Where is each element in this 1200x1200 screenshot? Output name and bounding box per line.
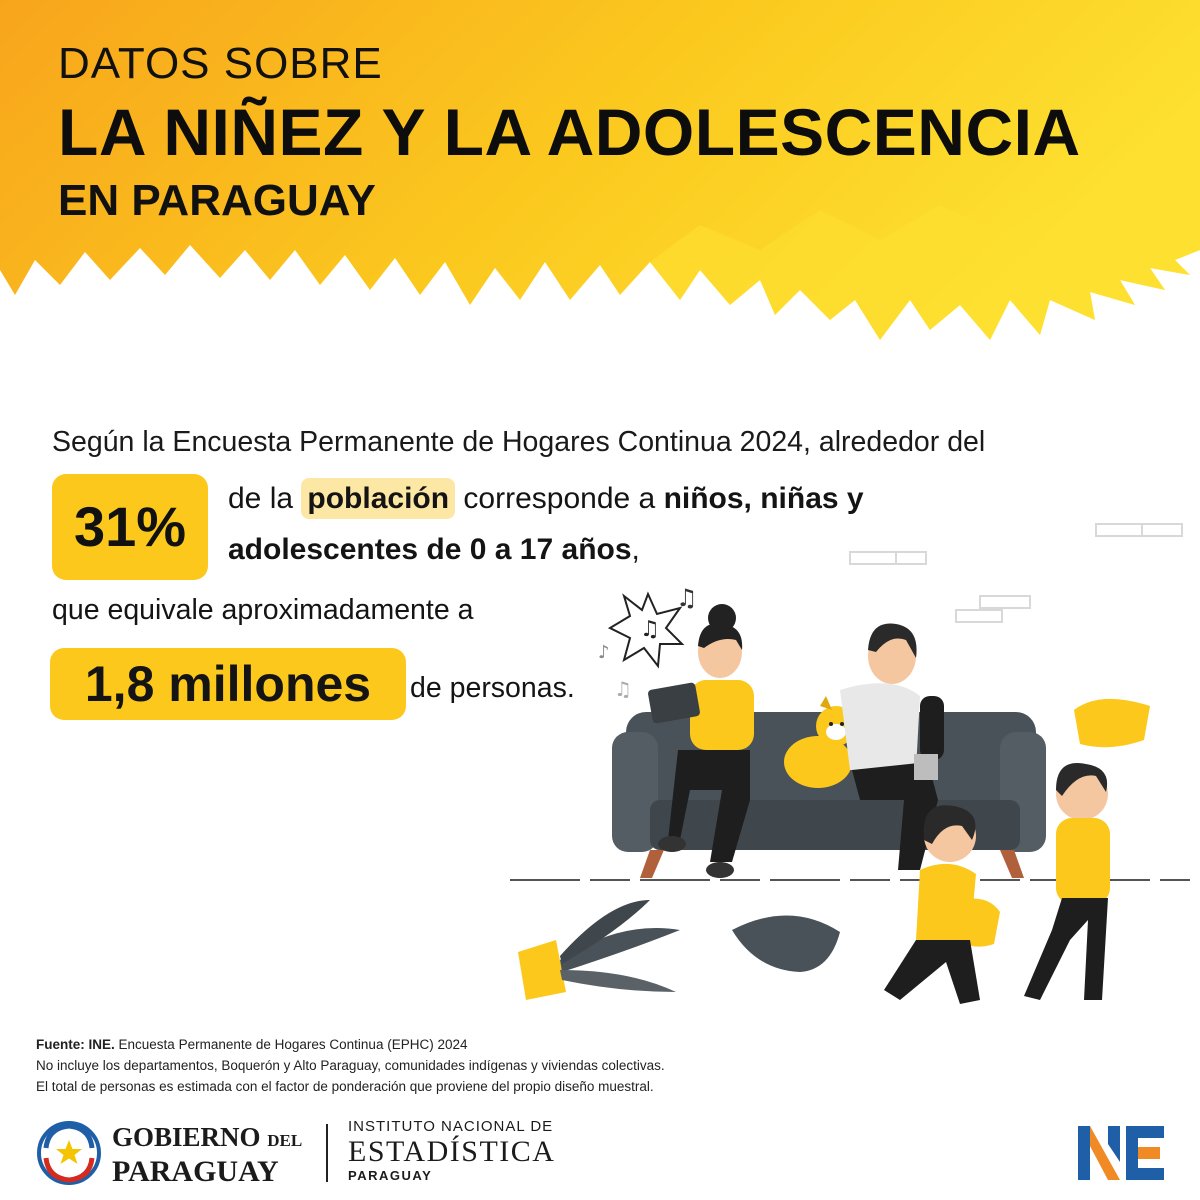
logo-divider <box>326 1124 328 1182</box>
music-note-icon: ♫ <box>676 584 698 612</box>
ine-line-1: INSTITUTO NACIONAL DE <box>348 1118 554 1135</box>
gob-line-1: GOBIERNO <box>112 1122 261 1152</box>
woman-on-sofa <box>840 623 944 870</box>
fallen-plant <box>518 900 680 1000</box>
ine-logo-text: INSTITUTO NACIONAL DE ESTADÍSTICA PARAGU… <box>348 1118 555 1184</box>
music-note-icon: ♪ <box>598 642 610 663</box>
music-note-icon: ♫ <box>614 677 632 701</box>
persons-line: de personas. <box>410 672 575 704</box>
source-label: Fuente: INE. <box>36 1037 115 1052</box>
ine-line-3: PARAGUAY <box>348 1168 433 1183</box>
ine-logo-icon <box>1078 1126 1164 1180</box>
percent-pill <box>52 474 208 580</box>
girl-with-tablet <box>648 604 754 878</box>
sofa-leg <box>640 850 664 878</box>
boy-with-pillow <box>1024 698 1150 1000</box>
gob-del: DEL <box>267 1131 303 1150</box>
note-1: No incluye los departamentos, Boquerón y… <box>36 1058 665 1073</box>
population-line: de la población corresponde a niños, niñ… <box>228 478 864 519</box>
intro-text: Según la Encuesta Permanente de Hogares … <box>52 426 986 458</box>
title-line-2: LA NIÑEZ Y LA ADOLESCENCIA <box>58 95 1081 169</box>
millions-value: 1,8 millones <box>84 656 372 712</box>
wall-bricks <box>849 523 1183 623</box>
line2-mid: corresponde a <box>463 482 656 515</box>
gob-line-2: PARAGUAY <box>112 1155 279 1188</box>
source-notes: Fuente: INE. Encuesta Permanente de Hoga… <box>36 1034 665 1097</box>
svg-text:♫: ♫ <box>640 617 660 642</box>
percent-value: 31% <box>73 495 187 558</box>
family-illustration: ♫ ♫ ♪ ♫ <box>510 523 1190 1004</box>
source-text: Encuesta Permanente de Hogares Continua … <box>118 1037 468 1052</box>
girl-with-pillow <box>884 805 1000 1004</box>
line2-pre: de la <box>228 482 294 515</box>
line3-end: , <box>631 533 640 566</box>
millions-pill <box>50 648 406 720</box>
line2-bold: niños, niñas y <box>663 482 864 515</box>
ine-line-2: ESTADÍSTICA <box>348 1135 556 1168</box>
title-line-3: EN PARAGUAY <box>58 176 376 225</box>
poblacion-highlight: población <box>301 478 456 519</box>
source-line: Fuente: INE. Encuesta Permanente de Hoga… <box>36 1034 665 1055</box>
floor-pillow <box>732 915 840 972</box>
sofa-leg <box>1000 850 1024 878</box>
note-2: El total de personas es estimada con el … <box>36 1079 654 1094</box>
footer-logos: GOBIERNO DEL PARAGUAY INSTITUTO NACIONAL… <box>36 1118 1176 1188</box>
header-title: DATOS SOBRE LA NIÑEZ Y LA ADOLESCENCIA E… <box>58 40 1081 226</box>
header-banner <box>0 0 1200 340</box>
gobierno-logo-text: GOBIERNO DEL PARAGUAY <box>112 1122 302 1188</box>
music-burst: ♫ <box>607 591 685 669</box>
paraguay-seal-icon <box>37 1121 101 1185</box>
age-line: adolescentes de 0 a 17 años, <box>228 533 640 567</box>
title-line-1: DATOS SOBRE <box>58 39 383 88</box>
line3-bold: adolescentes de 0 a 17 años <box>228 533 632 566</box>
equivalence-line: que equivale aproximadamente a <box>52 594 474 626</box>
